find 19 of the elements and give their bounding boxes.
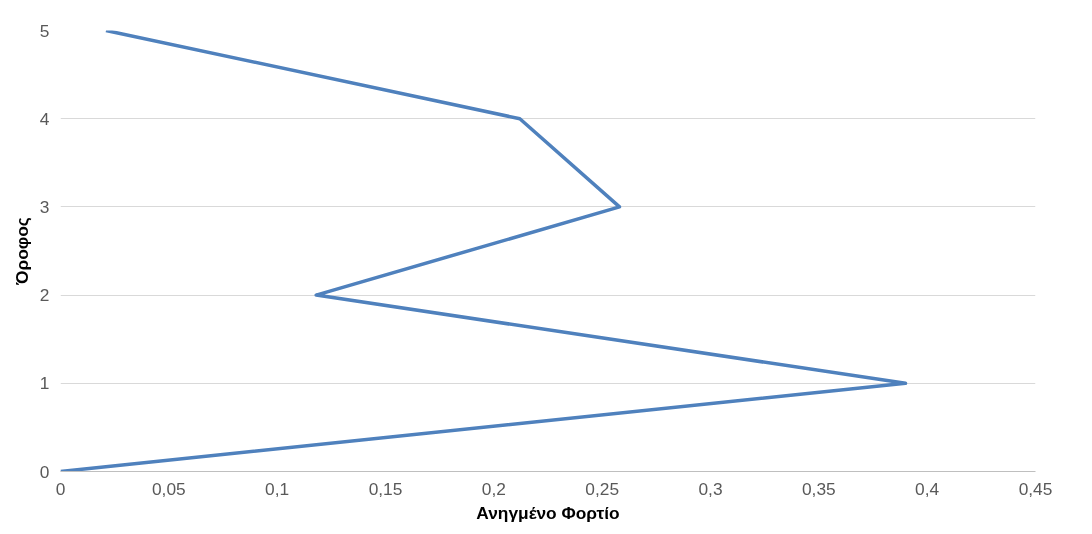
- x-tick-label: 0,1: [265, 478, 290, 499]
- x-axis-title: Ανηγμένο Φορτίο: [476, 502, 620, 523]
- line-series: [60, 30, 908, 472]
- y-tick-label: 5: [39, 20, 50, 41]
- x-tick-label: 0,2: [481, 478, 506, 499]
- x-tick-label: 0,05: [151, 478, 186, 499]
- y-tick-label: 2: [39, 285, 50, 306]
- x-tick-label: 0,15: [368, 478, 403, 499]
- x-tick-label: 0,35: [801, 478, 836, 499]
- x-tick-label: 0,25: [585, 478, 620, 499]
- y-tick-label: 3: [39, 196, 50, 217]
- x-tick-label: 0,4: [915, 478, 940, 499]
- y-tick-label: 1: [39, 373, 50, 394]
- x-tick-label: 0: [55, 478, 66, 499]
- y-axis-title: Όροφος: [11, 217, 32, 286]
- y-tick-label: 4: [39, 108, 50, 129]
- x-tick-label: 0,3: [698, 478, 723, 499]
- x-tick-label: 0,45: [1018, 478, 1053, 499]
- y-tick-label: 0: [39, 461, 50, 482]
